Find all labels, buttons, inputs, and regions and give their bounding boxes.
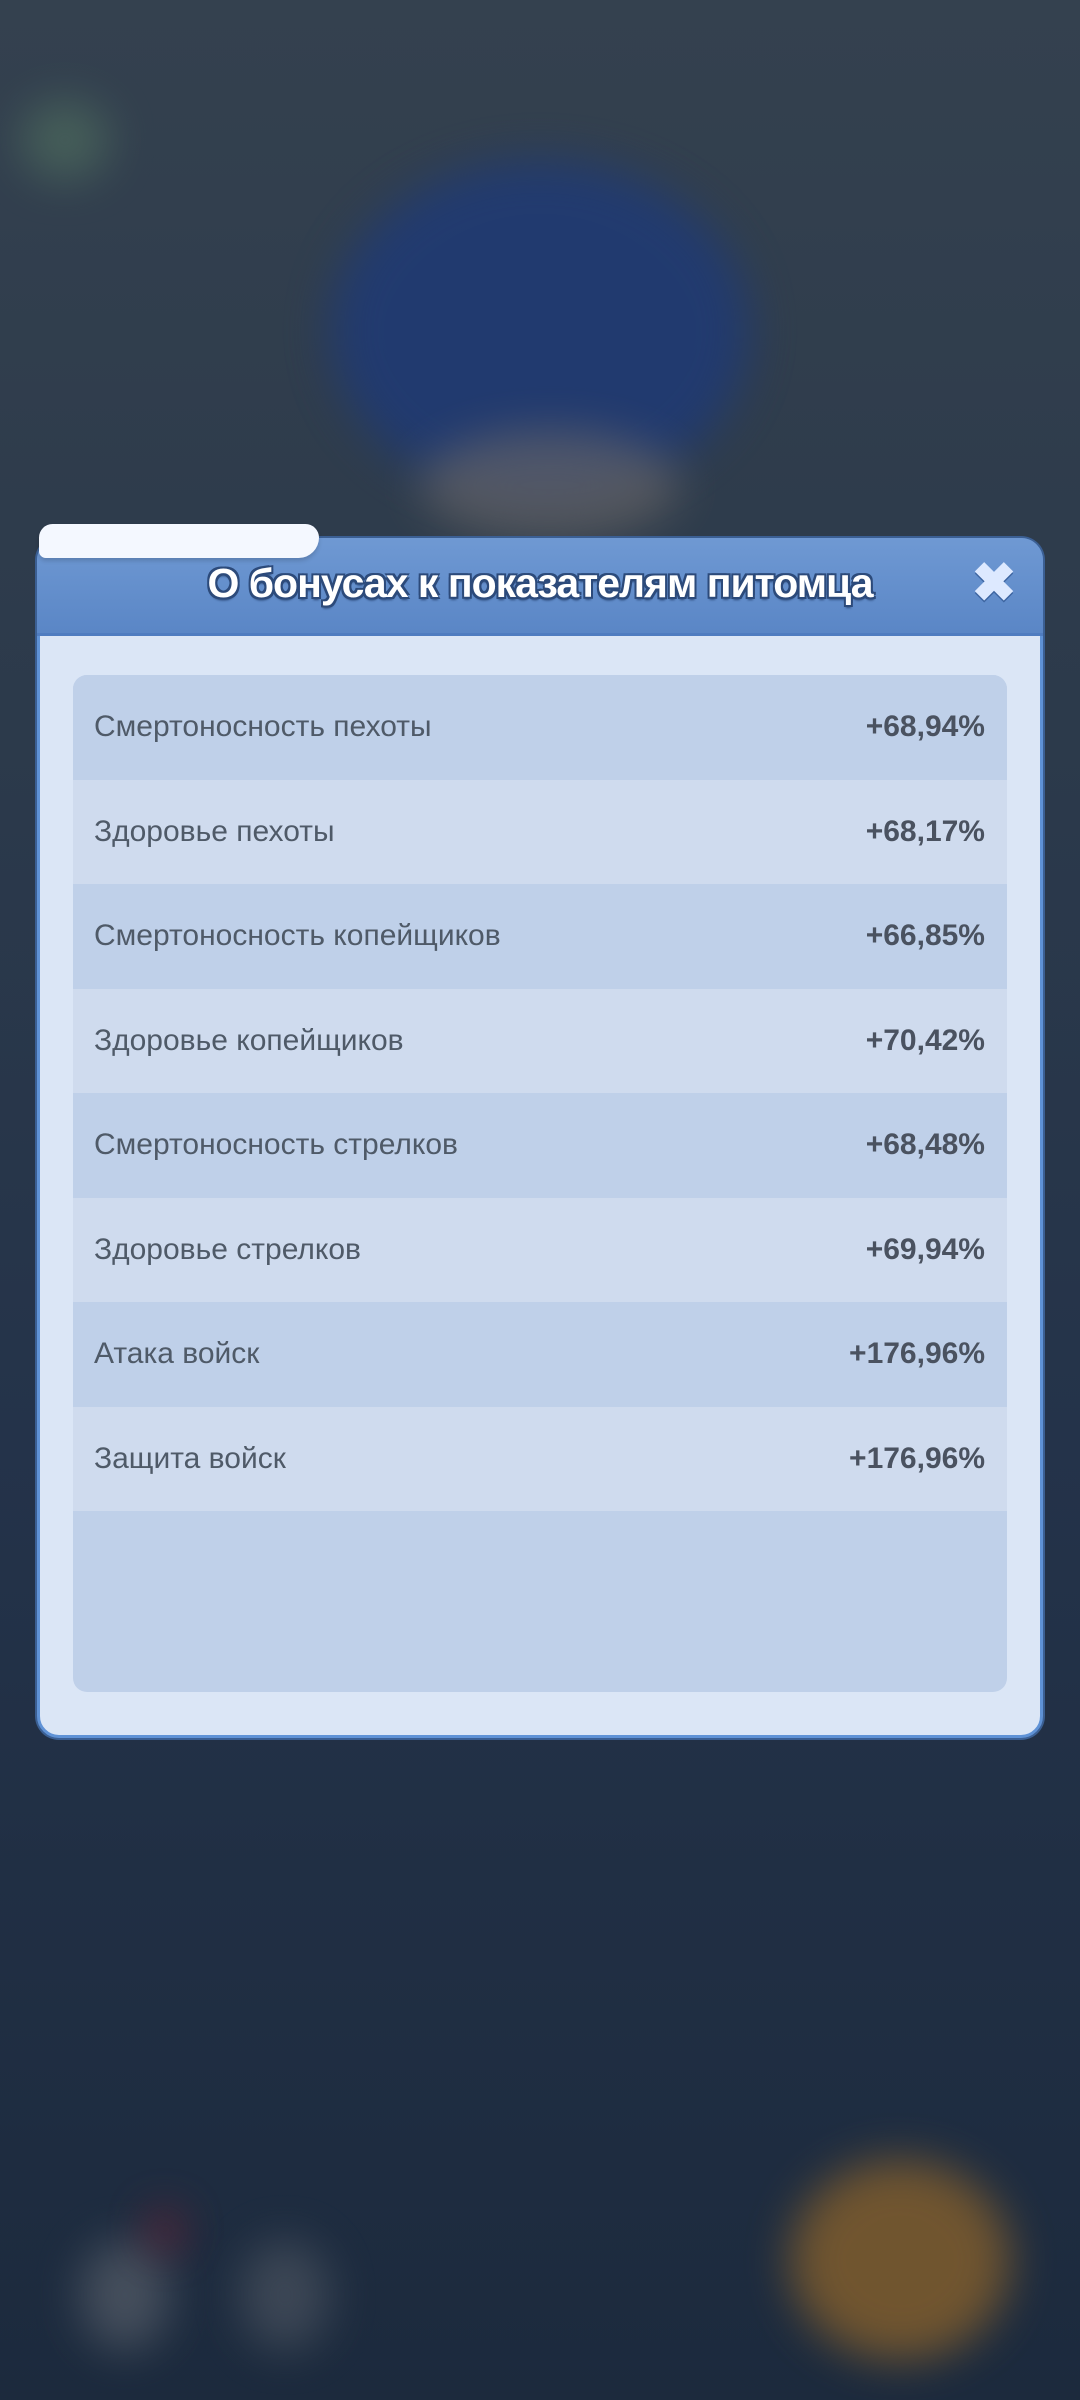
background-button[interactable] [240, 2240, 330, 2350]
dialog-title: О бонусах к показателям питомца [207, 560, 873, 606]
close-icon[interactable]: ✖ [971, 553, 1017, 613]
list-item: Смертоносность пехоты +68,94% [73, 675, 1007, 780]
background-object [420, 430, 680, 540]
bonus-label: Смертоносность копейщиков [94, 919, 501, 953]
list-item: Здоровье копейщиков +70,42% [73, 988, 1007, 1093]
bonus-value: +68,48% [865, 1128, 985, 1162]
bonus-label: Здоровье стрелков [94, 1232, 361, 1266]
bonus-value: +68,94% [865, 710, 985, 744]
list-item: Смертоносность стрелков +68,48% [73, 1093, 1007, 1198]
bonus-label: Здоровье пехоты [94, 814, 335, 848]
background-light [20, 100, 110, 180]
list-item: Атака войск +176,96% [73, 1302, 1007, 1407]
bonus-label: Защита войск [94, 1441, 286, 1475]
bonus-value: +176,96% [849, 1441, 985, 1475]
notification-badge [150, 2210, 180, 2250]
dialog-header: О бонусах к показателям питомца ✖ [37, 524, 1043, 636]
bonus-value: +66,85% [865, 919, 985, 953]
list-item: Здоровье пехоты +68,17% [73, 779, 1007, 884]
bonus-value: +176,96% [849, 1337, 985, 1371]
list-item: Здоровье стрелков +69,94% [73, 1197, 1007, 1302]
background-chest[interactable] [790, 2160, 1010, 2360]
bonus-label: Атака войск [94, 1337, 260, 1371]
bonus-value: +68,17% [865, 814, 985, 848]
bonus-label: Смертоносность пехоты [94, 710, 432, 744]
list-item: Защита войск +176,96% [73, 1406, 1007, 1511]
pet-bonuses-dialog: О бонусах к показателям питомца ✖ Смерто… [37, 524, 1043, 1738]
background-button[interactable] [80, 2240, 170, 2350]
bonus-value: +70,42% [865, 1023, 985, 1057]
bonus-value: +69,94% [865, 1232, 985, 1266]
snow-decoration [39, 524, 319, 558]
bonus-label: Здоровье копейщиков [94, 1023, 404, 1057]
bonus-label: Смертоносность стрелков [94, 1128, 458, 1162]
bonus-list: Смертоносность пехоты +68,94% Здоровье пе… [73, 675, 1007, 1692]
list-item: Смертоносность копейщиков +66,85% [73, 884, 1007, 989]
